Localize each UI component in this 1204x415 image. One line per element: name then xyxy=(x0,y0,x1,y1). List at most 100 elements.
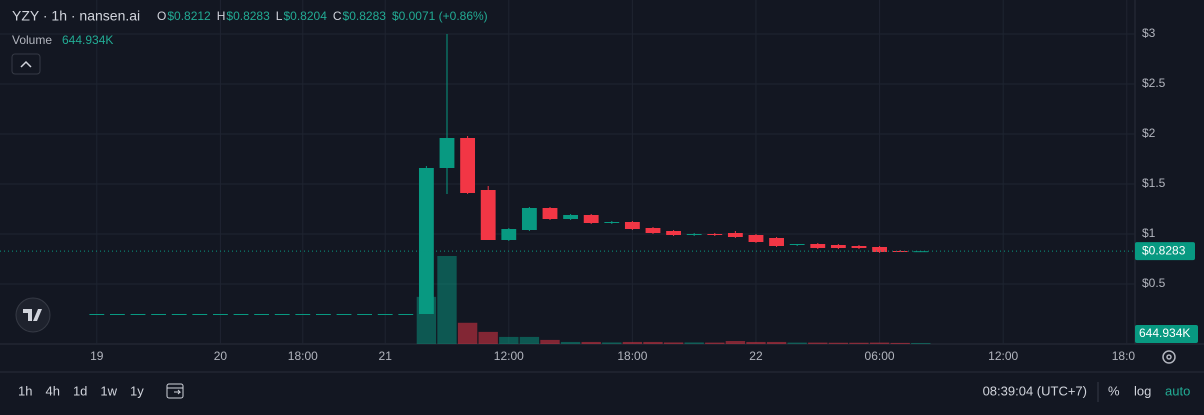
candle-body xyxy=(171,314,187,315)
candle-body xyxy=(460,138,476,193)
price-tag-label: $0.8283 xyxy=(1142,243,1186,257)
candle-body xyxy=(521,208,537,230)
x-tick-label: 20 xyxy=(214,349,228,363)
candle-body xyxy=(295,314,311,315)
y-tick-label: $1 xyxy=(1142,226,1156,240)
volume-bar xyxy=(869,342,890,344)
volume-tag-label: 644.934K xyxy=(1139,326,1190,340)
candle-body xyxy=(151,314,167,315)
x-tick-label: 12:00 xyxy=(988,349,1018,363)
range-button[interactable]: 4h xyxy=(45,383,59,398)
change: $0.0071 (+0.86%) xyxy=(392,9,488,23)
volume-bar xyxy=(725,341,746,344)
axes: 19 20 18:00 21 12:00 18:00 22 06:00 12:00 18:00 $0… xyxy=(0,26,1198,363)
ohlc-value: $0.8204 xyxy=(283,9,327,23)
date-range-icon[interactable] xyxy=(166,383,184,399)
ohlc-value: $0.8283 xyxy=(226,9,270,23)
candle-body xyxy=(501,229,517,240)
tv-logo[interactable] xyxy=(15,297,51,333)
toolbar: 1h 4h 1d 1w 1y 08:39:04 (UTC+7)% log auto xyxy=(18,382,1190,402)
volume-bar xyxy=(478,331,498,344)
volume-bar xyxy=(560,341,581,344)
volume-bar xyxy=(705,342,725,344)
range-button[interactable]: 1y xyxy=(130,383,144,398)
time-labels: 19 20 18:00 21 12:00 18:00 22 06:00 12:00 18:00 xyxy=(90,349,1135,363)
candle-body xyxy=(686,234,702,235)
x-tick-label: 19 xyxy=(90,349,104,363)
candle-body xyxy=(624,222,640,229)
y-tick-label: $0.5 xyxy=(1142,276,1166,290)
candle-body xyxy=(418,168,434,314)
settings-icon[interactable] xyxy=(1162,350,1176,364)
volume-bar xyxy=(911,342,931,344)
candle-body xyxy=(109,314,125,315)
volume-label: Volume xyxy=(12,33,52,47)
candle-body xyxy=(336,314,352,315)
ohlc-legend: O $0.8212 H $0.8283 L $0.8204 C $0.8283 $0.0071 … xyxy=(157,9,488,23)
candle-body xyxy=(666,231,681,235)
ohlc-key: O xyxy=(157,9,166,23)
clock: 08:39:04 (UTC+7) xyxy=(983,383,1087,398)
volume-bar xyxy=(643,341,663,344)
volume-bar xyxy=(663,342,684,344)
price-tag xyxy=(1135,242,1195,261)
ohlc-value: $0.8283 xyxy=(343,9,387,23)
y-tick-label: $2 xyxy=(1142,126,1156,140)
volume-bar xyxy=(602,342,622,344)
x-tick-label: 21 xyxy=(379,349,393,363)
x-tick-label: 06:00 xyxy=(865,349,895,363)
option-button[interactable]: % xyxy=(1108,383,1120,398)
volume-bar xyxy=(849,342,869,344)
range-button[interactable]: 1w xyxy=(100,383,117,398)
candle-body xyxy=(830,245,846,248)
range-button[interactable]: 1h xyxy=(18,383,32,398)
y-tick-label: $2.5 xyxy=(1142,76,1166,90)
candle-body xyxy=(604,222,620,223)
volume-bar xyxy=(684,342,704,344)
candle-body xyxy=(398,314,414,315)
option-button[interactable]: log xyxy=(1134,383,1151,398)
candle-body xyxy=(563,215,579,219)
collapse-button[interactable] xyxy=(11,53,41,75)
range-button[interactable]: 1d xyxy=(73,383,87,398)
candle-body xyxy=(130,314,146,315)
candle-body xyxy=(789,244,805,245)
candle-body xyxy=(89,314,105,315)
x-tick-label: 18:00 xyxy=(288,349,318,363)
ohlc-key: L xyxy=(276,9,283,23)
candle-body xyxy=(212,314,228,315)
volume-bar xyxy=(581,341,601,344)
volume-bar xyxy=(746,341,766,344)
y-tick-label: $1.5 xyxy=(1142,176,1166,190)
candle-body xyxy=(315,314,331,315)
option-button[interactable]: auto xyxy=(1165,383,1190,398)
volume-pane xyxy=(416,256,931,344)
candle-body xyxy=(192,314,208,315)
candle-body xyxy=(480,190,496,240)
candle-body xyxy=(377,314,393,315)
x-tick-label: 22 xyxy=(749,349,763,363)
volume-bar xyxy=(457,322,478,344)
y-tick-label: $3 xyxy=(1142,26,1156,40)
candles xyxy=(89,34,929,315)
candle-body xyxy=(810,244,826,248)
volume-bar xyxy=(540,339,560,344)
volume-bar xyxy=(766,341,787,344)
volume-tag xyxy=(1135,325,1198,343)
volume-bar xyxy=(437,256,457,344)
x-tick-label: 12:00 xyxy=(494,349,524,363)
grid xyxy=(0,0,1135,344)
candle-body xyxy=(707,234,723,235)
volume-bar xyxy=(519,336,540,344)
candle-body xyxy=(583,215,599,223)
candle-body xyxy=(769,238,784,246)
candle-body xyxy=(357,314,373,315)
volume-bar xyxy=(499,336,519,344)
ohlc-value: $0.8212 xyxy=(167,9,211,23)
symbol: YZY · 1h · nansen.ai xyxy=(12,8,140,24)
candle-body xyxy=(872,247,887,252)
candle-body xyxy=(254,314,270,315)
candle-body xyxy=(645,228,661,233)
volume-bar xyxy=(787,342,807,344)
